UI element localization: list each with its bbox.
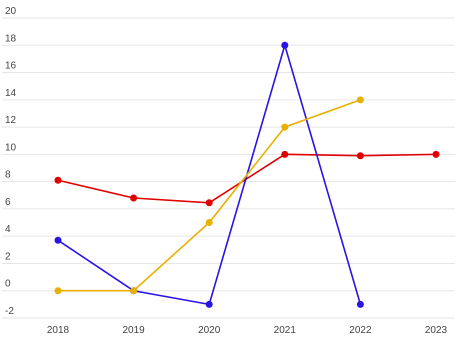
data-point bbox=[54, 287, 62, 295]
series-line bbox=[57, 153, 437, 204]
data-point bbox=[130, 194, 138, 202]
data-point bbox=[356, 152, 364, 160]
data-point bbox=[54, 236, 62, 244]
x-tick-label: 2023 bbox=[425, 325, 448, 336]
y-tick-label: 12 bbox=[5, 115, 17, 126]
y-tick-label: 0 bbox=[5, 279, 11, 290]
data-point bbox=[281, 150, 289, 158]
data-point bbox=[205, 199, 213, 207]
data-point bbox=[356, 300, 364, 308]
y-tick-label: 10 bbox=[5, 142, 17, 153]
series-line bbox=[57, 42, 362, 306]
y-tick-label: 2 bbox=[5, 251, 11, 262]
y-tick-label: 8 bbox=[5, 170, 11, 181]
x-tick-label: 2021 bbox=[274, 325, 297, 336]
series-line bbox=[58, 99, 361, 292]
y-tick-label: -2 bbox=[5, 306, 14, 317]
data-point bbox=[281, 123, 289, 131]
y-tick-label: 20 bbox=[5, 6, 17, 17]
data-point bbox=[281, 41, 289, 49]
y-tick-label: 4 bbox=[5, 224, 11, 235]
data-point bbox=[130, 287, 138, 295]
x-tick-label: 2020 bbox=[198, 325, 221, 336]
data-point bbox=[54, 176, 62, 184]
y-tick-label: 6 bbox=[5, 197, 11, 208]
data-point bbox=[205, 219, 213, 227]
y-tick-label: 18 bbox=[5, 33, 17, 44]
data-point bbox=[356, 96, 364, 104]
y-tick-label: 16 bbox=[5, 61, 17, 72]
x-tick-label: 2019 bbox=[122, 325, 145, 336]
data-point bbox=[205, 300, 213, 308]
y-tick-label: 14 bbox=[5, 88, 17, 99]
x-tick-label: 2018 bbox=[47, 325, 70, 336]
x-tick-label: 2022 bbox=[349, 325, 372, 336]
data-point bbox=[432, 150, 440, 158]
